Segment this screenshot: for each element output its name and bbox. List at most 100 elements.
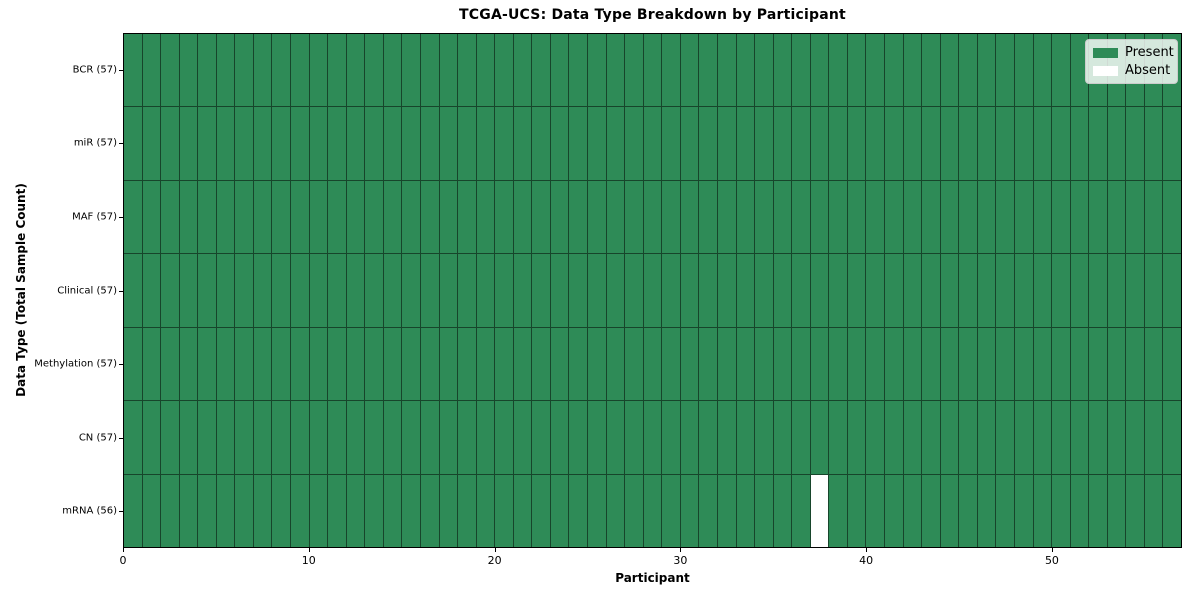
cell-miR-p5 (216, 107, 235, 180)
cell-CN-p33 (736, 401, 755, 474)
cell-CN-p48 (1014, 401, 1033, 474)
chart-title: TCGA-UCS: Data Type Breakdown by Partici… (459, 7, 846, 23)
cell-CN-p13 (365, 401, 383, 474)
cell-CN-p36 (792, 401, 810, 474)
cell-mRNA-p9 (291, 474, 309, 547)
cell-mRNA-p31 (699, 474, 717, 547)
cell-Methylation-p50 (1052, 327, 1070, 401)
cell-BCR-p28 (643, 34, 662, 107)
cell-miR-p52 (1089, 107, 1107, 180)
cell-miR-p56 (1163, 107, 1181, 180)
cell-Clinical-p48 (1014, 254, 1033, 327)
x-tickmark-20 (494, 548, 496, 552)
cell-CN-p47 (996, 401, 1014, 474)
heatmap-grid (124, 34, 1181, 547)
cell-miR-p34 (755, 107, 773, 180)
cell-CN-p40 (866, 401, 885, 474)
cell-miR-p4 (198, 107, 216, 180)
cell-mRNA-p32 (717, 474, 736, 547)
cell-Clinical-p16 (420, 254, 439, 327)
cell-Clinical-p8 (272, 254, 291, 327)
cell-mRNA-p5 (216, 474, 235, 547)
y-tickmark-mRNA (119, 511, 123, 513)
cell-BCR-p20 (495, 34, 513, 107)
cell-BCR-p5 (216, 34, 235, 107)
cell-MAF-p29 (662, 180, 680, 254)
cell-miR-p20 (495, 107, 513, 180)
cell-Clinical-p32 (717, 254, 736, 327)
y-ticklabel-Clinical: Clinical (57) (57, 285, 117, 296)
cell-miR-p45 (959, 107, 977, 180)
cell-Methylation-p23 (550, 327, 569, 401)
cell-Clinical-p43 (922, 254, 940, 327)
x-ticklabel-40: 40 (859, 554, 874, 567)
cell-CN-p43 (922, 401, 940, 474)
cell-Methylation-p52 (1089, 327, 1107, 401)
cell-Methylation-p5 (216, 327, 235, 401)
x-ticklabel-0: 0 (119, 554, 127, 567)
cell-MAF-p7 (253, 180, 272, 254)
cell-Clinical-p18 (458, 254, 476, 327)
cell-Methylation-p11 (328, 327, 346, 401)
cell-Methylation-p39 (847, 327, 866, 401)
cell-Clinical-p50 (1052, 254, 1070, 327)
cell-Methylation-p49 (1033, 327, 1052, 401)
cell-MAF-p5 (216, 180, 235, 254)
cell-mRNA-p56 (1163, 474, 1181, 547)
cell-mRNA-p8 (272, 474, 291, 547)
cell-Clinical-p11 (328, 254, 346, 327)
cell-MAF-p44 (940, 180, 959, 254)
cell-CN-p39 (847, 401, 866, 474)
cell-mRNA-p0 (124, 474, 142, 547)
cell-Clinical-p46 (977, 254, 996, 327)
cell-mRNA-p21 (513, 474, 532, 547)
cell-MAF-p4 (198, 180, 216, 254)
cell-Clinical-p22 (532, 254, 550, 327)
y-ticklabel-BCR: BCR (57) (72, 64, 117, 76)
cell-MAF-p33 (736, 180, 755, 254)
cell-BCR-p40 (866, 34, 885, 107)
cell-MAF-p34 (755, 180, 773, 254)
cell-MAF-p30 (680, 180, 699, 254)
cell-mRNA-p3 (179, 474, 198, 547)
cell-Clinical-p21 (513, 254, 532, 327)
cell-Clinical-p26 (606, 254, 625, 327)
cell-MAF-p36 (792, 180, 810, 254)
cell-miR-p36 (792, 107, 810, 180)
cell-BCR-p15 (402, 34, 420, 107)
cell-mRNA-p19 (476, 474, 495, 547)
cell-miR-p54 (1126, 107, 1144, 180)
cell-mRNA-p53 (1107, 474, 1126, 547)
cell-Clinical-p36 (792, 254, 810, 327)
cell-mRNA-p30 (680, 474, 699, 547)
cell-MAF-p51 (1070, 180, 1089, 254)
cell-Clinical-p15 (402, 254, 420, 327)
y-tickmark-Methylation (119, 364, 123, 366)
cell-Clinical-p3 (179, 254, 198, 327)
cell-BCR-p21 (513, 34, 532, 107)
y-ticklabel-miR: miR (57) (73, 137, 117, 149)
cell-CN-p26 (606, 401, 625, 474)
cell-Clinical-p1 (142, 254, 161, 327)
cell-MAF-p20 (495, 180, 513, 254)
cell-CN-p56 (1163, 401, 1181, 474)
cell-mRNA-p14 (383, 474, 402, 547)
cell-Methylation-p54 (1126, 327, 1144, 401)
cell-miR-p2 (161, 107, 179, 180)
cell-MAF-p16 (420, 180, 439, 254)
cell-miR-p26 (606, 107, 625, 180)
cell-mRNA-p11 (328, 474, 346, 547)
cell-Methylation-p8 (272, 327, 291, 401)
cell-Clinical-p12 (346, 254, 365, 327)
cell-mRNA-p38 (829, 474, 847, 547)
cell-BCR-p44 (940, 34, 959, 107)
cell-MAF-p24 (569, 180, 588, 254)
cell-miR-p47 (996, 107, 1014, 180)
cell-CN-p14 (383, 401, 402, 474)
cell-MAF-p35 (773, 180, 792, 254)
cell-miR-p32 (717, 107, 736, 180)
cell-BCR-p6 (235, 34, 253, 107)
cell-Methylation-p45 (959, 327, 977, 401)
cell-mRNA-p6 (235, 474, 253, 547)
cell-MAF-p49 (1033, 180, 1052, 254)
